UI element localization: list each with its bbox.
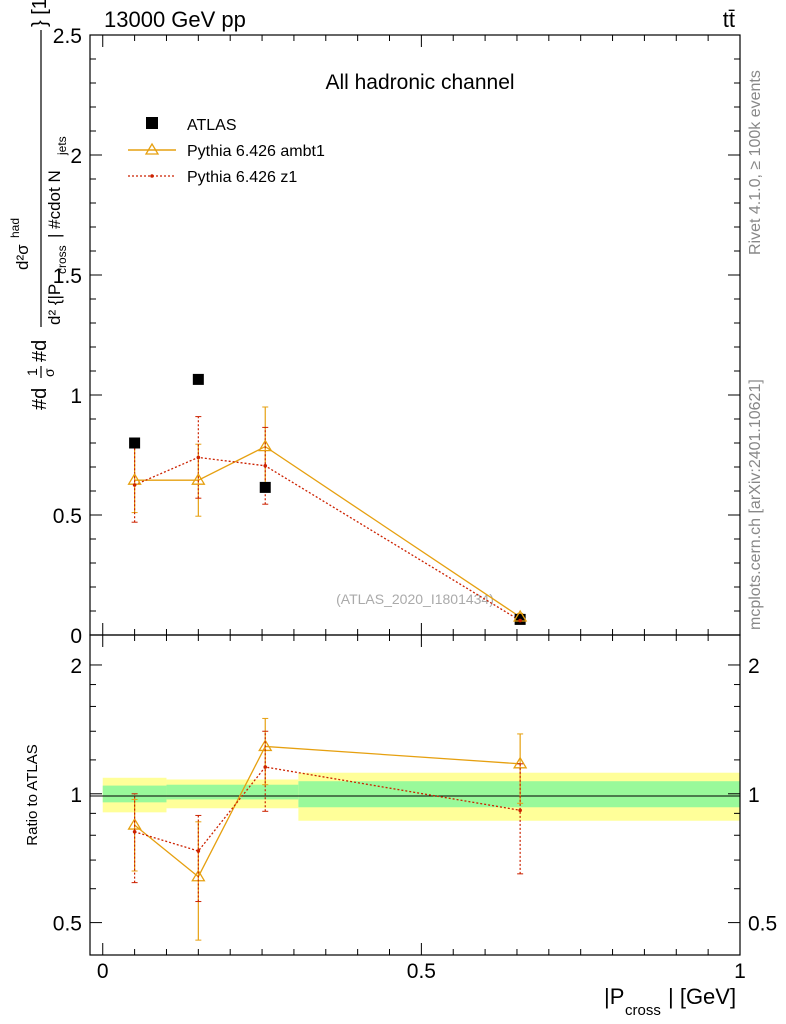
ylabel-den-sub2: jets — [55, 136, 69, 156]
ylabel-den-a: d² {|P — [45, 284, 64, 325]
ratio-line-ambt1 — [134, 745, 521, 878]
ratio-ytick-label: 0.5 — [53, 913, 82, 936]
ratio-line-z1 — [134, 766, 521, 852]
main-title: All hadronic channel — [325, 71, 514, 94]
z1-point — [132, 483, 137, 487]
ratio-panel: 0.5 0.5 1 1 2 2 0 0.5 1 Ratio to ATLAS |P cross … — [24, 634, 777, 1019]
series-line-ambt1 — [134, 445, 521, 618]
legend-marker-z1 — [150, 174, 154, 178]
ratio-bands — [102, 772, 740, 821]
analysis-watermark: (ATLAS_2020_I1801434) — [336, 591, 494, 607]
xtick-label: 1 — [734, 960, 746, 983]
legend-marker-ambt1 — [144, 142, 160, 155]
ratio-y-label: Ratio to ATLAS — [24, 744, 41, 845]
ratio-band-inner — [166, 784, 299, 800]
main-ytick-label: 2.5 — [53, 25, 82, 48]
ratio-point-z1 — [518, 808, 522, 813]
ylabel-hashd: #d — [29, 340, 51, 362]
ylabel-sigma: σ — [41, 368, 57, 377]
rivet-label: Rivet 4.1.0, ≥ 100k events — [747, 70, 764, 255]
ambt1-point — [191, 472, 206, 485]
legend-marker-atlas — [146, 117, 158, 129]
main-ytick-label: 0.5 — [53, 505, 82, 528]
legend: ATLAS Pythia 6.426 ambt1 Pythia 6.426 z1 — [128, 117, 325, 186]
main-ytick-label: 1 — [70, 385, 82, 408]
ratio-data-layer — [127, 717, 528, 941]
ratio-ytick-label: 1 — [70, 784, 82, 807]
xtick-label: 0 — [97, 960, 109, 983]
energy-label: 13000 GeV pp — [104, 7, 246, 32]
atlas-point — [259, 481, 271, 493]
z1-point — [196, 455, 201, 460]
z1-point — [263, 464, 268, 468]
ylabel-num-sup: had — [8, 218, 22, 238]
xlabel-sub: cross — [625, 1002, 661, 1019]
z1-point — [518, 618, 522, 623]
main-y-label: #d 1 σ #d d²σ had d² {|P cross | #cdot N… — [8, 0, 69, 410]
legend-label-z1: Pythia 6.426 z1 — [187, 169, 297, 186]
ratio-ytick-label: 2 — [70, 655, 82, 678]
legend-label-ambt1: Pythia 6.426 ambt1 — [187, 143, 325, 160]
x-axis-label: |P cross | [GeV] — [604, 984, 736, 1019]
xlabel-main: |P — [604, 984, 624, 1009]
ratio-frame — [89, 634, 741, 956]
ylabel-den-sub: cross — [55, 245, 69, 274]
series-line-z1 — [134, 456, 521, 622]
main-ytick-label: 0 — [70, 625, 82, 648]
atlas-point — [129, 437, 141, 449]
ratio-point-z1 — [196, 849, 201, 853]
ambt1-point — [258, 439, 273, 452]
ylabel-one: 1 — [24, 368, 40, 376]
xlabel-tail: | [GeV] — [668, 984, 736, 1009]
main-panel: All hadronic channel (ATLAS_2020_I180143… — [8, 0, 741, 648]
ratio-ytick-label-right: 2 — [748, 655, 760, 678]
process-label: tt̄ — [723, 7, 735, 32]
ylabel-d: #d — [29, 388, 51, 410]
xtick-label: 0.5 — [407, 960, 436, 983]
ratio-axes: 0.5 0.5 1 1 2 2 0 0.5 1 — [53, 635, 777, 983]
ylabel-den-b: | #cdot N — [45, 170, 64, 238]
atlas-point — [192, 373, 204, 385]
ratio-point-z1 — [132, 830, 137, 834]
mcplots-label: mcplots.cern.ch [arXiv:2401.10621] — [747, 379, 764, 630]
ylabel-den-c: } [1/GeV] — [29, 0, 51, 27]
ratio-ytick-label-right: 1 — [748, 784, 760, 807]
main-ytick-label: 1.5 — [53, 265, 82, 288]
main-y-axis: 0 0.5 1 1.5 2 2.5 — [53, 25, 741, 648]
main-ytick-label: 2 — [70, 145, 82, 168]
ratio-ytick-label-right: 0.5 — [748, 913, 777, 936]
ratio-point-ambt1 — [512, 756, 528, 769]
ylabel-num: d²σ — [13, 244, 32, 270]
legend-label-atlas: ATLAS — [187, 117, 237, 134]
ratio-point-z1 — [263, 765, 268, 769]
main-data-layer — [127, 373, 528, 625]
